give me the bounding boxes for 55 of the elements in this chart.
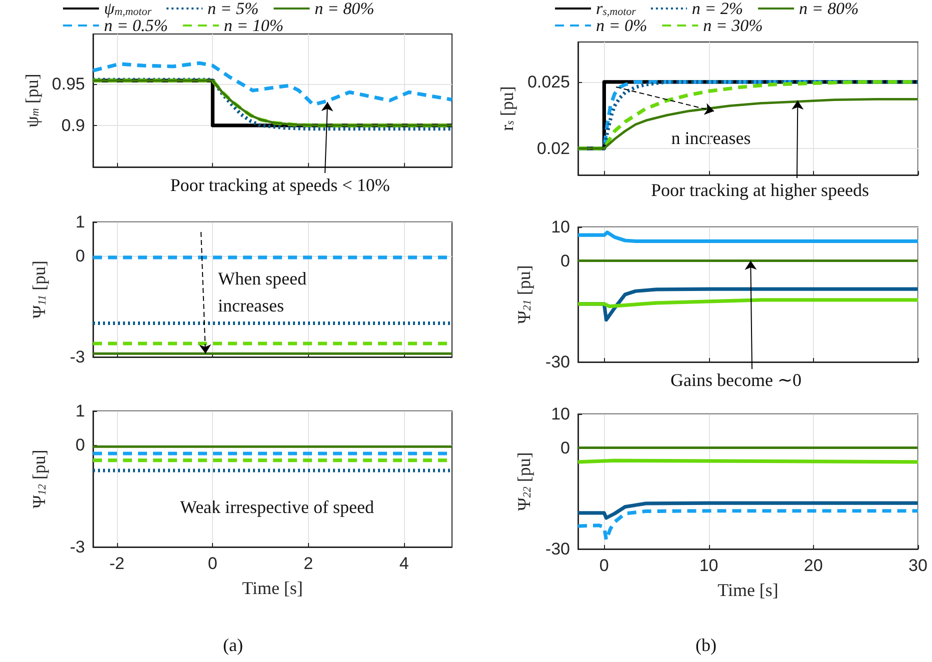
y-axis-title: Ψ11 [pu] xyxy=(29,260,49,318)
y-axis-title: Ψ21 [pu] xyxy=(514,265,534,324)
y-tick-label: 0.95 xyxy=(52,74,85,94)
x-tick-label: 20 xyxy=(804,556,823,575)
y-tick-label: -30 xyxy=(545,352,570,372)
line-series xyxy=(576,501,920,520)
line-series xyxy=(576,98,920,150)
legend-label: n = 2% xyxy=(692,0,744,18)
y-tick-label: 0.9 xyxy=(61,116,85,135)
y-tick-label: 0 xyxy=(560,251,570,270)
y-tick-label: 0 xyxy=(76,246,85,266)
legend-label: n = 80% xyxy=(799,0,859,18)
text: (a) xyxy=(223,635,243,655)
y-tick-label: 1 xyxy=(76,212,85,232)
x-tick-label: 2 xyxy=(304,554,314,573)
annotation: When speed increases xyxy=(218,268,306,316)
y-tick-label: 0.02 xyxy=(536,138,570,158)
y-tick-label: 0.025 xyxy=(527,72,570,92)
legend-label: n = 0% xyxy=(596,16,648,35)
legend-label: n = 80% xyxy=(314,0,374,18)
line-series xyxy=(576,298,920,308)
y-tick-label: 0 xyxy=(560,438,570,458)
y-tick-label: -30 xyxy=(545,540,570,558)
y-axis-title: Ψ12 [pu] xyxy=(29,450,49,508)
x-axis-title: Time [s] xyxy=(242,578,303,598)
y-axis-title: ψm [pu] xyxy=(22,74,42,128)
x-tick-label: 0 xyxy=(208,554,218,573)
annotation: n increases xyxy=(671,128,751,148)
legend-label: n = 30% xyxy=(703,16,763,35)
x-tick-label: 10 xyxy=(699,556,718,575)
legend-label: rs,motor xyxy=(596,0,637,18)
text: (b) xyxy=(696,635,716,655)
x-tick-label: 30 xyxy=(908,556,928,575)
legend-label: n = 0.5% xyxy=(104,16,168,35)
y-axis-title: rs [pu] xyxy=(497,86,517,131)
y-tick-label: -3 xyxy=(70,538,85,556)
legend-label: n = 5% xyxy=(208,0,259,18)
legend-label: ψm,motor xyxy=(104,0,152,18)
annotation: Gains become ∼0 xyxy=(670,370,802,390)
y-tick-label: 10 xyxy=(551,218,570,236)
y-tick-label: -3 xyxy=(70,348,85,366)
y-tick-label: 1 xyxy=(76,402,85,420)
line-series xyxy=(576,230,920,243)
x-tick-label: -2 xyxy=(109,554,124,573)
line-series xyxy=(576,509,920,542)
x-axis-title: Time [s] xyxy=(718,580,778,600)
legend-label: n = 10% xyxy=(224,16,284,35)
x-tick-label: 4 xyxy=(399,554,409,573)
annotation: Poor tracking at speeds < 10% xyxy=(170,175,390,195)
x-tick-label: 0 xyxy=(599,556,609,575)
y-tick-label: 10 xyxy=(551,404,570,424)
y-axis-title: Ψ22 [pu] xyxy=(514,452,534,511)
annotation: Weak irrespective of speed xyxy=(180,497,374,517)
y-tick-label: 0 xyxy=(76,436,85,454)
annotation: Poor tracking at higher speeds xyxy=(651,180,869,200)
